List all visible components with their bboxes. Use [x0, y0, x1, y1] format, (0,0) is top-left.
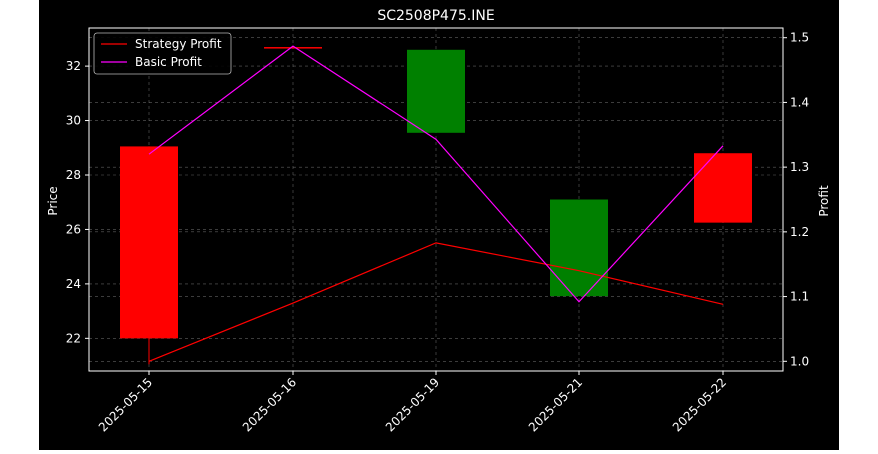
x-tick-label-2025-05-19: 2025-05-19: [383, 375, 442, 434]
y2-tick-label-1.3: 1.3: [790, 160, 809, 174]
candle-body-2025-05-22: [694, 153, 752, 223]
y2-tick-label-1: 1.0: [790, 354, 809, 368]
candle-body-2025-05-16: [264, 47, 322, 49]
x-tick-label-2025-05-15: 2025-05-15: [96, 375, 155, 434]
candle-body-2025-05-15: [120, 146, 178, 339]
candle-body-2025-05-21: [550, 199, 608, 297]
series-line-basic-profit: [148, 45, 724, 303]
legend: Strategy Profit Basic Profit: [93, 32, 232, 75]
y-tick-label-26: 26: [66, 222, 81, 236]
y2-tick-label-1.4: 1.4: [790, 95, 809, 109]
legend-box: [93, 32, 232, 75]
y-tick-label-30: 30: [66, 114, 81, 128]
legend-label-strategy-profit: Strategy Profit: [135, 37, 222, 51]
candles: [120, 47, 752, 365]
y2-tick-label-1.2: 1.2: [790, 225, 809, 239]
candle-body-2025-05-19: [407, 49, 465, 133]
profit-lines: [148, 45, 724, 362]
y-tick-label-24: 24: [66, 277, 81, 291]
chart-figure: SC2508P475.INE Price Profit 22 24 26 28 30 32…: [39, 0, 839, 450]
chart-svg: SC2508P475.INE Price Profit 22 24 26 28 30 32…: [46, 8, 831, 434]
y2-tick-label-1.5: 1.5: [790, 31, 809, 45]
y2-tick-label-1.1: 1.1: [790, 290, 809, 304]
y-axis-label: Price: [46, 186, 60, 215]
x-tick-label-2025-05-16: 2025-05-16: [240, 375, 299, 434]
y-tick-label-32: 32: [66, 59, 81, 73]
series-line-strategy-profit: [148, 242, 724, 362]
y-tick-label-28: 28: [66, 168, 81, 182]
x-tick-label-2025-05-21: 2025-05-21: [526, 375, 585, 434]
x-tick-label-2025-05-22: 2025-05-22: [670, 375, 729, 434]
y-tick-label-22: 22: [66, 331, 81, 345]
legend-label-basic-profit: Basic Profit: [135, 55, 202, 69]
chart-title: SC2508P475.INE: [377, 8, 494, 24]
grid: [89, 28, 783, 371]
y2-axis-label: Profit: [817, 185, 831, 217]
